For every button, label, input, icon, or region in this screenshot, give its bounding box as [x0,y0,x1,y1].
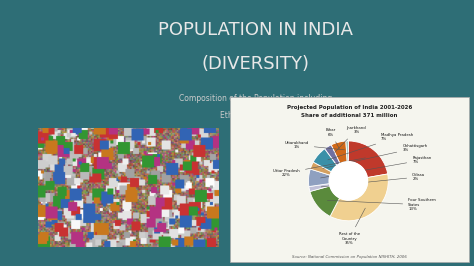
Text: (DIVERSITY): (DIVERSITY) [202,55,310,73]
Wedge shape [309,169,330,186]
Text: Madhya Pradesh
7%: Madhya Pradesh 7% [328,133,413,160]
Text: Source: National Commission on Population NISHITH, 2006: Source: National Commission on Populatio… [292,255,407,259]
Wedge shape [310,162,331,175]
Text: Chhattisgarh
3%: Chhattisgarh 3% [323,144,428,168]
Text: Uttarakhand
1%: Uttarakhand 1% [284,141,345,150]
Text: Four Southern
States
13%: Four Southern States 13% [328,198,436,211]
Wedge shape [325,145,340,165]
Text: Uttar Pradesh
22%: Uttar Pradesh 22% [273,158,365,177]
Wedge shape [330,174,388,221]
Wedge shape [348,141,388,177]
Wedge shape [346,141,348,162]
Wedge shape [309,184,330,192]
Text: Composition of the Population including: Composition of the Population including [179,94,333,103]
Text: POPULATION IN INDIA: POPULATION IN INDIA [158,21,354,39]
Text: Projected Population of India 2001-2026: Projected Population of India 2001-2026 [287,105,412,110]
Wedge shape [310,186,339,216]
Text: Rajasthan
7%: Rajasthan 7% [320,156,431,178]
Text: Share of additional 371 million: Share of additional 371 million [301,113,398,118]
FancyBboxPatch shape [230,97,469,262]
Text: Ethnicity, Age, Sex: Ethnicity, Age, Sex [220,111,292,120]
Text: Bihar
6%: Bihar 6% [325,128,339,149]
Circle shape [329,162,367,200]
Text: Rest of the
Country
35%: Rest of the Country 35% [338,208,365,245]
Wedge shape [313,149,337,172]
Text: Odissa
2%: Odissa 2% [321,173,425,187]
Wedge shape [331,141,347,164]
Text: Jharkhand
3%: Jharkhand 3% [335,126,366,152]
